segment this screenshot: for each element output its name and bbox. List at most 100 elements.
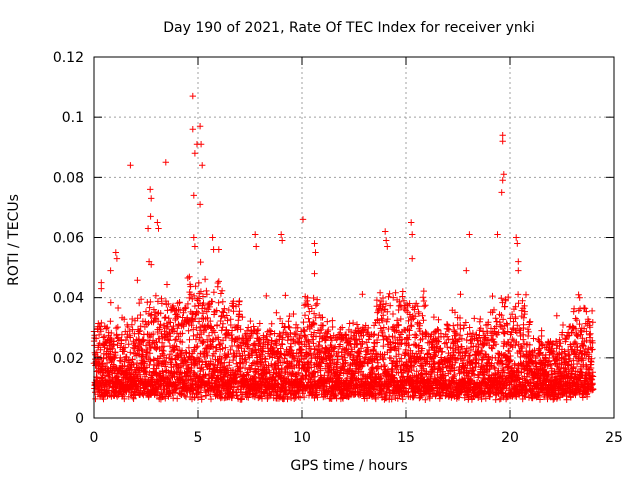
data-point: [185, 327, 192, 334]
data-point: [174, 395, 181, 402]
data-point: [171, 389, 179, 396]
data-point: [393, 317, 401, 324]
data-point: [312, 302, 320, 309]
data-point: [187, 291, 195, 298]
data-point: [165, 300, 172, 308]
data-point: [397, 315, 404, 323]
data-point: [520, 321, 527, 328]
data-point: [94, 353, 101, 360]
data-point: [160, 343, 168, 350]
data-point: [157, 310, 164, 317]
data-point: [489, 345, 496, 352]
data-point: [124, 323, 132, 331]
data-point: [238, 395, 245, 402]
data-point: [201, 276, 209, 283]
data-point: [197, 258, 204, 266]
data-point: [186, 273, 193, 280]
data-point: [119, 391, 127, 399]
data-point: [227, 316, 234, 323]
data-point: [273, 309, 280, 316]
data-point: [174, 325, 181, 332]
data-point: [329, 323, 336, 331]
data-point: [376, 289, 384, 296]
data-point: [393, 358, 400, 366]
data-point: [176, 299, 183, 306]
data-point: [422, 302, 429, 309]
data-point: [162, 314, 169, 321]
data-point: [236, 308, 243, 315]
data-point: [455, 349, 463, 357]
data-point: [121, 348, 128, 355]
data-point: [426, 395, 433, 402]
data-point: [121, 344, 129, 351]
data-point: [471, 315, 478, 322]
data-point: [135, 328, 143, 335]
data-point: [97, 328, 105, 335]
data-point: [305, 315, 312, 322]
data-point: [133, 359, 141, 367]
data-point: [102, 363, 109, 370]
data-point: [100, 395, 107, 403]
data-point: [113, 324, 120, 332]
data-point: [380, 312, 387, 319]
data-point: [522, 291, 530, 298]
data-point: [460, 322, 468, 329]
data-point: [150, 361, 158, 368]
data-point: [190, 292, 198, 300]
data-point: [164, 323, 171, 330]
data-point: [192, 336, 200, 343]
data-point: [207, 395, 215, 403]
data-point: [493, 318, 501, 325]
data-point: [469, 329, 477, 337]
data-point: [457, 291, 464, 298]
data-point: [186, 336, 193, 343]
data-point: [173, 343, 180, 350]
data-point: [103, 359, 111, 367]
data-point: [127, 334, 134, 341]
data-point: [156, 326, 163, 333]
data-point: [492, 315, 499, 322]
data-point: [389, 310, 397, 318]
data-point: [96, 340, 103, 347]
data-point: [182, 349, 189, 356]
data-point: [130, 361, 137, 368]
data-point: [183, 377, 191, 384]
data-point: [174, 312, 181, 320]
data-point: [109, 345, 116, 352]
data-point: [188, 322, 195, 329]
data-point: [215, 278, 222, 285]
data-point: [526, 318, 534, 325]
data-point: [285, 318, 292, 325]
data-point: [186, 354, 194, 361]
data-point: [285, 323, 292, 330]
data-point: [399, 288, 406, 295]
data-point: [188, 364, 195, 372]
data-point: [148, 311, 155, 318]
data-point: [92, 395, 99, 403]
data-point: [136, 327, 144, 335]
data-point: [103, 325, 110, 332]
data-point: [98, 375, 105, 382]
data-point: [110, 338, 117, 345]
data-point: [385, 293, 392, 300]
data-point: [107, 299, 114, 306]
data-point: [186, 294, 193, 302]
data-point: [93, 349, 100, 356]
data-point: [173, 385, 180, 392]
data-point: [142, 318, 149, 325]
data-point: [213, 321, 221, 329]
data-point: [118, 331, 126, 338]
data-point: [158, 339, 166, 346]
data-point: [185, 344, 193, 351]
data-point: [143, 371, 150, 378]
data-point: [263, 333, 270, 340]
data-point: [150, 306, 158, 313]
data-point: [219, 298, 226, 305]
data-point: [514, 291, 522, 298]
data-point: [386, 290, 393, 297]
data-point: [95, 320, 102, 327]
data-point: [181, 392, 188, 399]
data-point: [457, 355, 465, 363]
data-point: [329, 317, 336, 324]
